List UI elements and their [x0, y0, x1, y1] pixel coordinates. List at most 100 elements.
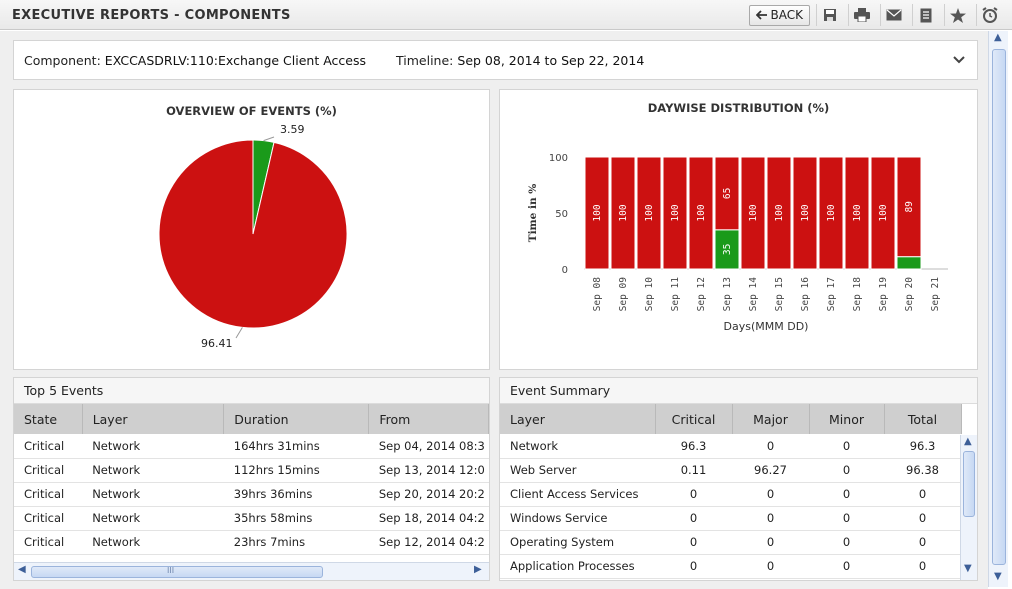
print-icon[interactable] — [848, 4, 874, 26]
email-icon[interactable] — [880, 4, 906, 26]
column-header[interactable]: State — [14, 404, 83, 434]
x-tick-label: Sep 16 — [800, 277, 811, 312]
bar-data-label: 35 — [722, 244, 733, 255]
table-cell: 96.3 — [884, 434, 961, 459]
bar-segment — [844, 156, 870, 270]
table-cell: 164hrs 31mins — [223, 434, 369, 459]
bar-data-label: 100 — [644, 204, 655, 221]
scroll-left-arrow-icon[interactable]: ◀ — [18, 564, 26, 575]
table-cell: 23hrs 7mins — [223, 530, 369, 555]
table-cell: Network — [82, 434, 224, 459]
column-header[interactable]: Critical — [655, 404, 733, 434]
x-tick-label: Sep 14 — [748, 277, 759, 312]
column-header[interactable]: Duration — [223, 404, 370, 434]
y-tick-label: 100 — [549, 153, 568, 164]
table-cell: 0 — [655, 482, 732, 507]
table-cell: Network — [82, 482, 224, 507]
x-tick-label: Sep 12 — [696, 277, 707, 311]
bar-data-label: 100 — [670, 204, 681, 221]
table-row[interactable]: Client Access Services 0 0 0 0 — [500, 482, 961, 507]
component-value: EXCCASDRLV:110:Exchange Client Access — [104, 52, 367, 68]
timeline-label: Timeline: — [396, 52, 454, 68]
pie-chart-title: OVERVIEW OF EVENTS (%) — [166, 104, 337, 118]
scroll-down-arrow-icon[interactable]: ▼ — [994, 571, 1002, 582]
bar-segment — [714, 156, 740, 231]
scroll-up-arrow-icon[interactable]: ▲ — [964, 436, 972, 447]
x-tick-label: Sep 21 — [930, 277, 941, 312]
table-row[interactable]: Network 96.3 0 0 96.3 — [500, 434, 961, 459]
scrollbar-grip: III — [167, 566, 175, 575]
table-cell: Critical — [14, 458, 83, 483]
x-tick-label: Sep 19 — [878, 277, 889, 312]
alarm-clock-icon[interactable] — [976, 4, 1002, 26]
pie-slice-label: 96.41 — [201, 337, 233, 350]
event-summary-table: Layer Critical Major Minor Total Network 96.3… — [500, 404, 962, 579]
top-events-table: State Layer Duration From Critical Network 16… — [14, 404, 489, 555]
scrollbar-thumb[interactable] — [992, 49, 1006, 565]
bar-segment — [896, 256, 922, 270]
scrollbar-thumb[interactable] — [963, 451, 975, 517]
top-events-title: Top 5 Events — [14, 378, 489, 404]
pie-chart: 3.59 96.41 — [158, 123, 348, 350]
x-tick-label: Sep 15 — [774, 277, 785, 311]
component-label: Component: — [24, 52, 101, 68]
table-cell: 0 — [809, 434, 884, 459]
toolbar: BACK — [748, 4, 1002, 26]
table-row[interactable]: Critical Network 164hrs 31mins Sep 04, 2014… — [14, 434, 489, 459]
table-cell: Sep 12, 2014 04:2 — [368, 530, 489, 555]
scroll-up-arrow-icon[interactable]: ▲ — [994, 32, 1002, 43]
report-icon[interactable] — [912, 4, 938, 26]
back-button[interactable]: BACK — [748, 4, 810, 26]
bar-segment — [740, 156, 766, 270]
column-header[interactable]: Major — [732, 404, 810, 434]
table-row[interactable]: Windows Service 0 0 0 0 — [500, 506, 961, 531]
page-title: EXECUTIVE REPORTS - COMPONENTS — [12, 8, 291, 23]
table-cell: Network — [82, 458, 224, 483]
table-cell: 0 — [655, 506, 732, 531]
bar-chart: 0 50 100 Time in % Days(MMM DD) 100 Sep 08 100 S… — [527, 153, 948, 333]
summary-vertical-scrollbar[interactable]: ▲ ▼ — [960, 435, 977, 580]
bar-data-label: 100 — [774, 204, 785, 221]
column-header[interactable]: Minor — [809, 404, 885, 434]
y-tick-label: 0 — [562, 265, 568, 276]
table-row[interactable]: Critical Network 112hrs 15mins Sep 13, 2014… — [14, 458, 489, 483]
table-cell: 96.38 — [884, 458, 961, 483]
table-cell: Critical — [14, 530, 83, 555]
scroll-right-arrow-icon[interactable]: ▶ — [474, 564, 482, 575]
table-row[interactable]: Application Processes 0 0 0 0 — [500, 554, 961, 579]
timeline-value: Sep 08, 2014 to Sep 22, 2014 — [457, 52, 645, 68]
table-cell: 0 — [732, 554, 809, 579]
table-row[interactable]: Critical Network 39hrs 36mins Sep 20, 2014 … — [14, 482, 489, 507]
bar-segment — [766, 156, 792, 270]
column-header[interactable]: Total — [884, 404, 962, 434]
column-header[interactable]: Layer — [500, 404, 656, 434]
bar-data-label: 100 — [696, 204, 707, 221]
back-arrow-icon — [755, 10, 767, 20]
table-cell: Web Server — [500, 458, 655, 483]
table-cell: 0 — [884, 554, 961, 579]
table-cell: 0 — [884, 506, 961, 531]
page-vertical-scrollbar[interactable]: ▲ ▼ — [988, 31, 1008, 587]
column-header[interactable]: Layer — [82, 404, 225, 434]
x-axis-label: Days(MMM DD) — [724, 320, 809, 333]
favorite-star-icon[interactable] — [944, 4, 970, 26]
x-tick-label: Sep 11 — [670, 277, 681, 312]
table-row[interactable]: Critical Network 35hrs 58mins Sep 18, 2014 … — [14, 506, 489, 531]
event-summary-panel: Event Summary Layer Critical Major Minor Tot… — [499, 377, 978, 581]
table-cell: 96.27 — [732, 458, 809, 483]
scrollbar-thumb[interactable]: III — [31, 566, 323, 578]
table-cell: 0 — [809, 530, 884, 555]
content-area: Component: EXCCASDRLV:110:Exchange Clien… — [0, 31, 988, 589]
pie-leader-line — [235, 327, 243, 339]
events-horizontal-scrollbar[interactable]: ◀ III ▶ — [14, 562, 489, 580]
table-row[interactable]: Critical Network 23hrs 7mins Sep 12, 2014 0… — [14, 530, 489, 555]
expand-chevron-icon[interactable] — [953, 53, 965, 67]
table-cell: Sep 18, 2014 04:2 — [368, 506, 489, 531]
table-row[interactable]: Operating System 0 0 0 0 — [500, 530, 961, 555]
scroll-down-arrow-icon[interactable]: ▼ — [964, 563, 972, 574]
back-button-label: BACK — [770, 8, 803, 22]
save-icon[interactable] — [816, 4, 842, 26]
top-events-panel: Top 5 Events State Layer Duration From Crit… — [13, 377, 490, 581]
column-header[interactable]: From — [368, 404, 489, 434]
table-row[interactable]: Web Server 0.11 96.27 0 96.38 — [500, 458, 961, 483]
